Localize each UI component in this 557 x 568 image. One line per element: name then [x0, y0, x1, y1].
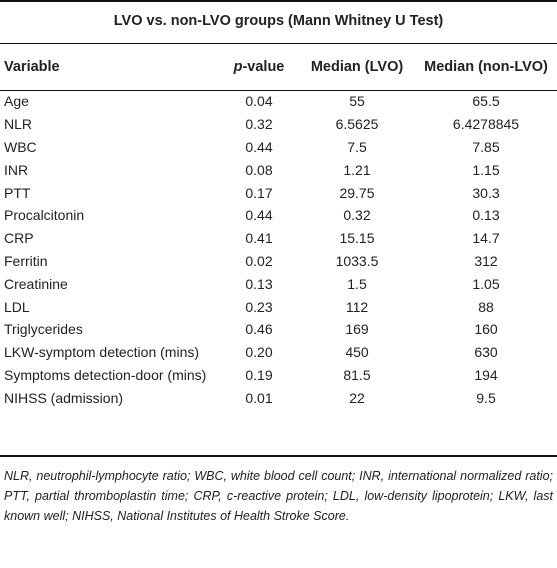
cell-median-lvo: 1.5 [347, 275, 367, 292]
cell-median-nonlvo: 30.3 [472, 184, 500, 201]
table-row: Creatinine 0.13 1.5 1.05 [0, 272, 557, 295]
cell-median-nonlvo: 7.85 [472, 138, 500, 155]
cell-median-lvo: 81.5 [343, 366, 371, 383]
cell-median-lvo: 0.32 [343, 207, 371, 224]
table-row: LKW-symptom detection (mins) 0.20 450 630 [0, 341, 557, 364]
cell-pvalue: 0.02 [245, 252, 273, 269]
cell-variable: NIHSS (admission) [4, 389, 124, 406]
header-median-nonlvo: Median (non-LVO) [424, 59, 548, 75]
table-row: NIHSS (admission) 0.01 22 9.5 [0, 386, 557, 409]
table-row: Symptoms detection-door (mins) 0.19 81.5 19… [0, 364, 557, 387]
top-rule [0, 0, 557, 2]
cell-pvalue: 0.41 [245, 230, 273, 247]
cell-pvalue: 0.13 [245, 275, 273, 292]
cell-variable: LDL [4, 298, 30, 315]
header-rule [0, 90, 557, 91]
header-row: Variable p-value Median (LVO) Median (no… [0, 44, 557, 90]
cell-median-lvo: 450 [345, 344, 369, 361]
cell-median-lvo: 1.21 [343, 161, 371, 178]
header-median-lvo: Median (LVO) [310, 59, 404, 75]
cell-median-nonlvo: 160 [474, 321, 498, 338]
cell-pvalue: 0.08 [245, 161, 273, 178]
cell-pvalue: 0.04 [245, 93, 273, 110]
cell-variable: Ferritin [4, 252, 48, 269]
cell-variable: Symptoms detection-door (mins) [4, 366, 207, 383]
cell-variable: CRP [4, 230, 34, 247]
cell-median-nonlvo: 1.15 [472, 161, 500, 178]
table-row: WBC 0.44 7.5 7.85 [0, 136, 557, 159]
cell-median-nonlvo: 1.05 [472, 275, 500, 292]
table-row: NLR 0.32 6.5625 6.4278845 [0, 113, 557, 136]
cell-median-nonlvo: 312 [474, 252, 498, 269]
cell-median-lvo: 7.5 [347, 138, 367, 155]
results-table: Variable p-value Median (LVO) Median (no… [0, 44, 557, 409]
cell-pvalue: 0.32 [245, 116, 273, 133]
header-pvalue: p-value [219, 44, 299, 90]
cell-median-nonlvo: 14.7 [472, 230, 500, 247]
table-row: Procalcitonin 0.44 0.32 0.13 [0, 204, 557, 227]
group-title-rule [0, 43, 557, 44]
cell-pvalue: 0.44 [245, 138, 273, 155]
cell-variable: PTT [4, 184, 31, 201]
table-row: Triglycerides 0.46 169 160 [0, 318, 557, 341]
cell-median-lvo: 6.5625 [335, 116, 379, 133]
header-pvalue-rest: -value [242, 59, 285, 75]
cell-variable: Procalcitonin [4, 207, 85, 224]
cell-median-lvo: 1033.5 [335, 252, 379, 269]
table-row: Age 0.04 55 65.5 [0, 90, 557, 113]
cell-median-nonlvo: 88 [478, 298, 494, 315]
cell-median-nonlvo: 0.13 [472, 207, 500, 224]
cell-pvalue: 0.44 [245, 207, 273, 224]
cell-median-nonlvo: 65.5 [472, 93, 500, 110]
cell-variable: Age [4, 93, 29, 110]
cell-median-lvo: 29.75 [339, 184, 375, 201]
header-pvalue-italic: p [233, 59, 243, 75]
cell-pvalue: 0.23 [245, 298, 273, 315]
cell-median-lvo: 15.15 [339, 230, 375, 247]
cell-variable: INR [4, 161, 29, 178]
cell-variable: Triglycerides [4, 321, 83, 338]
cell-pvalue: 0.01 [245, 389, 273, 406]
cell-variable: Creatinine [4, 275, 68, 292]
cell-median-lvo: 55 [349, 93, 365, 110]
cell-median-nonlvo: 9.5 [476, 389, 496, 406]
table-row: Ferritin 0.02 1033.5 312 [0, 250, 557, 273]
table-row: LDL 0.23 112 88 [0, 295, 557, 318]
cell-variable: NLR [4, 116, 33, 133]
cell-median-nonlvo: 6.4278845 [452, 116, 520, 133]
cell-pvalue: 0.17 [245, 184, 273, 201]
table-row: CRP 0.41 15.15 14.7 [0, 227, 557, 250]
table-footnote: NLR, neutrophil-lymphocyte ratio; WBC, w… [4, 469, 553, 523]
cell-variable: WBC [4, 138, 37, 155]
cell-variable: LKW-symptom detection (mins) [4, 344, 200, 361]
cell-pvalue: 0.19 [245, 366, 273, 383]
cell-pvalue: 0.20 [245, 344, 273, 361]
cell-median-lvo: 22 [349, 389, 365, 406]
cell-pvalue: 0.46 [245, 321, 273, 338]
cell-median-lvo: 112 [345, 298, 369, 315]
bottom-rule [0, 455, 557, 457]
group-title: LVO vs. non-LVO groups (Mann Whitney U T… [113, 13, 444, 29]
cell-median-lvo: 169 [345, 321, 369, 338]
header-variable: Variable [4, 59, 60, 75]
table-row: INR 0.08 1.21 1.15 [0, 158, 557, 181]
cell-median-nonlvo: 194 [474, 366, 498, 383]
cell-median-nonlvo: 630 [474, 344, 498, 361]
table-row: PTT 0.17 29.75 30.3 [0, 181, 557, 204]
